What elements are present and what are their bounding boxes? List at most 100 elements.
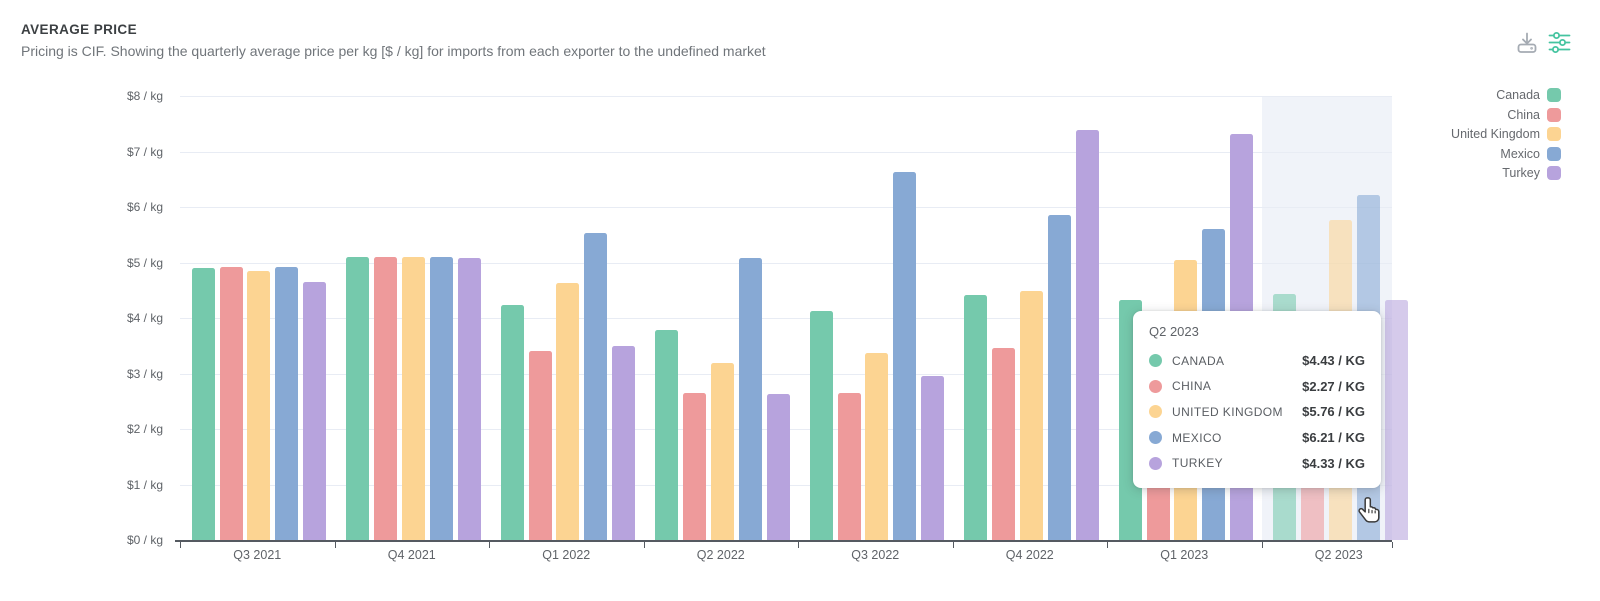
- legend-label: United Kingdom: [1451, 127, 1540, 141]
- x-axis-tick: [1261, 542, 1263, 548]
- legend-item-turkey[interactable]: Turkey: [1381, 166, 1561, 180]
- pointer-cursor-icon: [1357, 496, 1383, 531]
- bar-united-kingdom[interactable]: [247, 270, 271, 540]
- tooltip-row-turkey: TURKEY $4.33 / KG: [1149, 450, 1365, 476]
- y-axis-tick-label: $8 / kg: [126, 89, 163, 103]
- series-dot-icon: [1149, 405, 1162, 419]
- y-axis-tick-label: $3 / kg: [126, 366, 163, 381]
- y-axis-tick-label: $5 / kg: [126, 255, 163, 270]
- bar-mexico[interactable]: [584, 233, 608, 540]
- x-axis-tick: [952, 542, 954, 548]
- bar-united-kingdom[interactable]: [865, 352, 889, 540]
- legend-color-swatch: [1547, 107, 1561, 122]
- gridline: [180, 318, 1392, 319]
- x-axis-tick: [180, 542, 181, 548]
- tooltip-series-value: $6.21 / KG: [1302, 430, 1365, 446]
- bar-canada[interactable]: [655, 329, 679, 540]
- bar-turkey[interactable]: [921, 376, 945, 540]
- bar-china[interactable]: [992, 347, 1015, 540]
- x-axis-line: [175, 540, 1392, 542]
- bar-mexico[interactable]: [1047, 215, 1071, 540]
- legend-item-china[interactable]: China: [1381, 107, 1561, 122]
- series-dot-icon: [1149, 456, 1162, 470]
- legend-item-mexico[interactable]: Mexico: [1381, 146, 1561, 161]
- tooltip-series-name: UNITED KINGDOM: [1172, 404, 1283, 419]
- x-axis-category-label: Q3 2022: [851, 548, 900, 562]
- legend-label: China: [1507, 107, 1540, 122]
- gridline: [180, 262, 1392, 264]
- tooltip-row-mexico: MEXICO $6.21 / KG: [1149, 425, 1365, 451]
- y-axis-tick-label: $4 / kg: [126, 311, 163, 325]
- download-icon[interactable]: [1514, 30, 1540, 56]
- bar-canada[interactable]: [809, 311, 833, 540]
- legend-item-canada[interactable]: Canada: [1381, 88, 1561, 102]
- bar-china[interactable]: [528, 350, 552, 540]
- x-axis-tick: [334, 542, 336, 548]
- x-axis-category-label: Q4 2022: [1005, 548, 1054, 562]
- bar-china[interactable]: [837, 392, 861, 540]
- bar-canada[interactable]: [964, 295, 988, 540]
- x-axis-tick: [798, 542, 799, 548]
- x-axis-category-label: Q4 2021: [387, 548, 436, 562]
- chart-subtitle: Pricing is CIF. Showing the quarterly av…: [21, 43, 766, 59]
- bar-canada[interactable]: [346, 256, 370, 540]
- legend-color-swatch: [1547, 88, 1561, 102]
- bar-canada[interactable]: [191, 268, 215, 540]
- legend-color-swatch: [1547, 166, 1561, 180]
- bar-mexico[interactable]: [429, 256, 453, 540]
- tooltip-series-value: $4.33 / KG: [1302, 455, 1365, 471]
- y-axis-tick-label: $7 / kg: [126, 144, 163, 159]
- bar-united-kingdom[interactable]: [556, 283, 580, 540]
- bar-turkey[interactable]: [457, 258, 481, 540]
- legend-label: Turkey: [1502, 166, 1540, 180]
- gridline: [180, 207, 1392, 208]
- x-axis-category-label: Q2 2023: [1314, 548, 1363, 562]
- bar-turkey[interactable]: [766, 394, 790, 540]
- bar-turkey[interactable]: [612, 345, 636, 540]
- bar-turkey[interactable]: [303, 281, 327, 540]
- tooltip-row-canada: CANADA $4.43 / KG: [1149, 348, 1365, 374]
- tooltip-series-value: $2.27 / KG: [1302, 378, 1365, 394]
- tooltip-series-name: TURKEY: [1172, 456, 1224, 471]
- tooltip-series-name: CANADA: [1172, 353, 1225, 368]
- bar-china[interactable]: [219, 267, 243, 540]
- chart-tooltip: Q2 2023 CANADA $4.43 / KG CHINA $2.27 / KG U…: [1133, 311, 1381, 488]
- filter-sliders-icon[interactable]: [1546, 29, 1572, 55]
- tooltip-series-name: CHINA: [1172, 379, 1212, 394]
- y-axis-tick-label: $6 / kg: [126, 200, 163, 214]
- tooltip-row-united-kingdom: UNITED KINGDOM $5.76 / KG: [1149, 399, 1365, 425]
- bar-mexico[interactable]: [275, 266, 299, 540]
- bar-canada[interactable]: [500, 304, 524, 540]
- x-axis-tick: [1107, 542, 1108, 548]
- x-axis-category-label: Q3 2021: [233, 548, 282, 562]
- gridline: [180, 151, 1392, 153]
- bar-china[interactable]: [374, 256, 397, 540]
- tooltip-row-china: CHINA $2.27 / KG: [1149, 374, 1365, 400]
- x-axis-category-label: Q1 2022: [542, 548, 591, 562]
- tooltip-series-value: $5.76 / KG: [1302, 404, 1365, 420]
- y-axis-tick-label: $2 / kg: [126, 422, 163, 436]
- x-axis-tick: [643, 542, 645, 548]
- bar-china[interactable]: [683, 392, 706, 540]
- legend-label: Mexico: [1500, 146, 1540, 161]
- series-dot-icon: [1149, 431, 1162, 445]
- legend-item-united-kingdom[interactable]: United Kingdom: [1381, 127, 1561, 141]
- tooltip-series-name: MEXICO: [1172, 430, 1222, 445]
- series-dot-icon: [1149, 379, 1162, 393]
- bar-mexico[interactable]: [893, 172, 917, 540]
- bar-mexico[interactable]: [738, 258, 762, 540]
- legend-color-swatch: [1547, 146, 1561, 161]
- bar-turkey[interactable]: [1384, 299, 1408, 540]
- bar-united-kingdom[interactable]: [710, 362, 734, 540]
- bar-turkey[interactable]: [1075, 130, 1099, 540]
- page-title: AVERAGE PRICE: [21, 22, 137, 37]
- x-axis-tick: [1392, 542, 1393, 548]
- gridline: [180, 96, 1392, 97]
- legend-label: Canada: [1496, 88, 1540, 102]
- bar-united-kingdom[interactable]: [1019, 291, 1043, 540]
- y-axis-tick-label: $0 / kg: [126, 533, 163, 547]
- tooltip-series-value: $4.43 / KG: [1302, 353, 1365, 369]
- x-axis-category-label: Q1 2023: [1160, 548, 1209, 562]
- bar-united-kingdom[interactable]: [401, 256, 425, 540]
